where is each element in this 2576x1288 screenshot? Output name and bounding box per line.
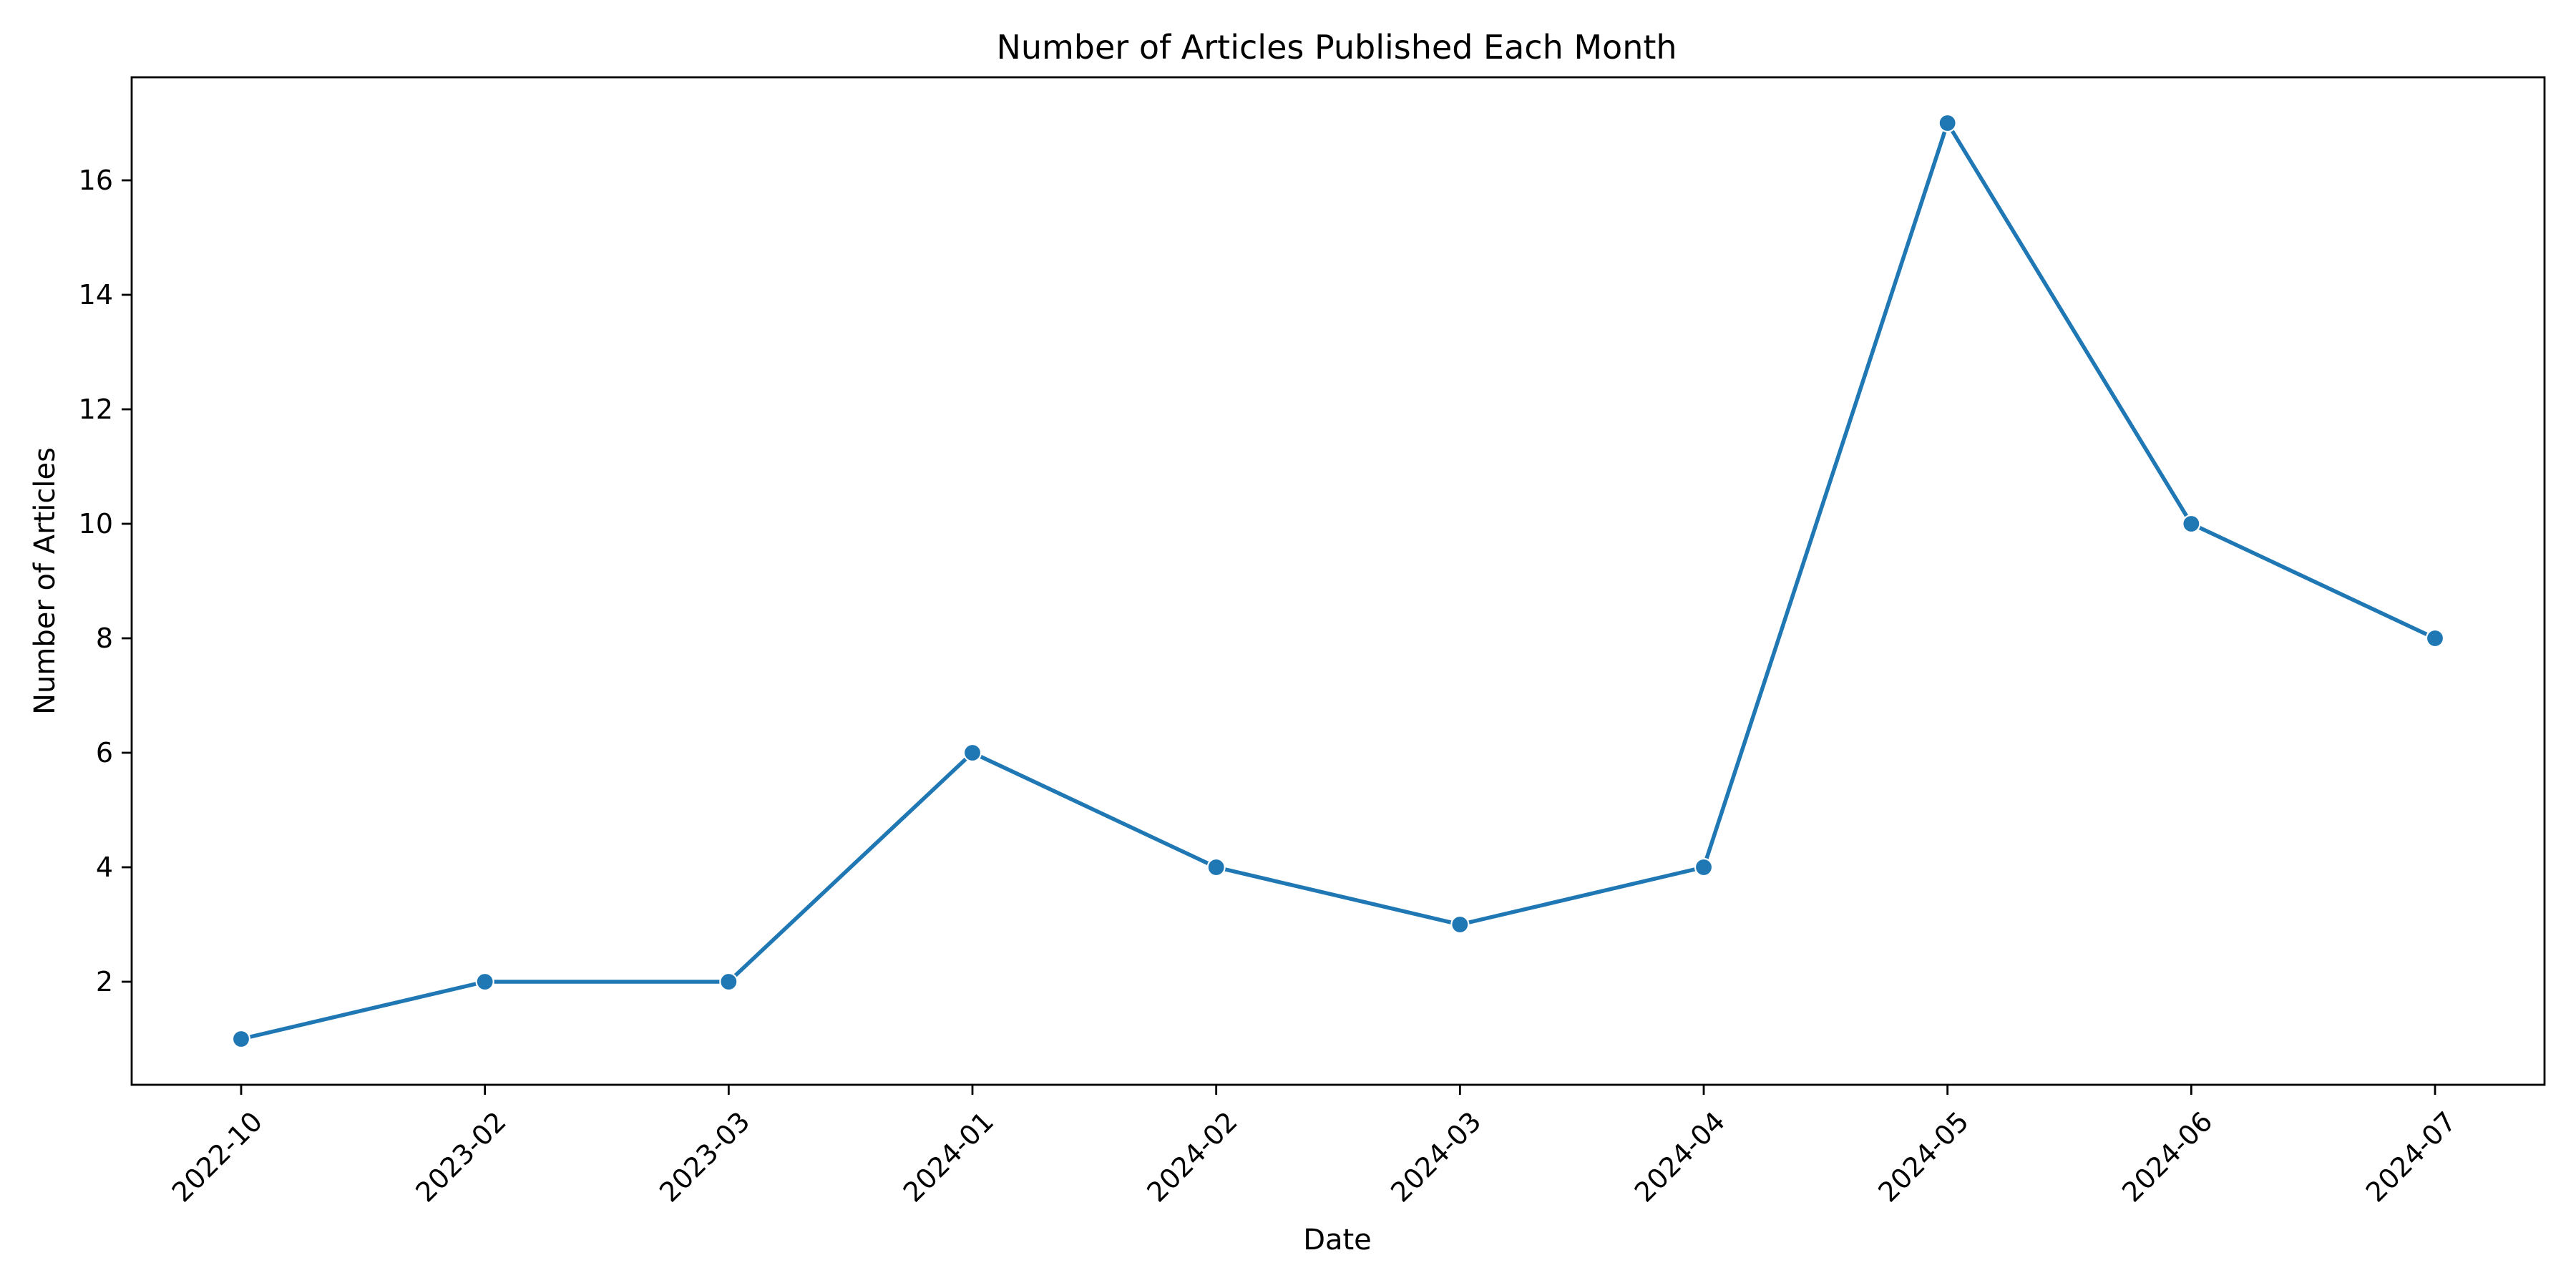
data-point: [962, 743, 982, 763]
data-point: [1450, 914, 1470, 935]
x-tick-label: 2024-06: [2116, 1106, 2218, 1208]
x-tick-label: 2024-05: [1872, 1106, 1974, 1208]
data-point: [2182, 514, 2201, 534]
chart-title: Number of Articles Published Each Month: [996, 28, 1677, 67]
x-tick-label: 2024-04: [1629, 1106, 1731, 1208]
x-tick-label: 2024-07: [2360, 1106, 2462, 1208]
y-tick-label: 4: [96, 852, 113, 883]
x-tick-label: 2024-03: [1385, 1106, 1487, 1208]
y-axis-label: Number of Articles: [29, 447, 62, 715]
series-group: [231, 113, 2445, 1049]
data-point: [231, 1029, 251, 1049]
data-point: [1206, 857, 1226, 877]
y-tick-label: 12: [79, 394, 113, 425]
data-point: [1938, 113, 1957, 133]
x-tick-label: 2024-02: [1141, 1106, 1243, 1208]
y-axis: 2 4 6 8 10 12 14 16: [79, 165, 132, 997]
plot-frame: [130, 76, 2546, 1086]
x-tick-label: 2023-02: [409, 1106, 512, 1208]
data-point: [475, 972, 494, 992]
x-tick-label: 2023-03: [653, 1106, 756, 1208]
series-line: [239, 121, 2437, 1041]
x-axis-label: Date: [1303, 1224, 1372, 1257]
y-tick-label: 6: [96, 737, 113, 769]
x-tick-label: 2022-10: [166, 1106, 268, 1208]
y-tick-label: 16: [79, 165, 113, 196]
x-tick-label: 2024-01: [897, 1106, 1000, 1208]
x-axis: 2022-10 2023-02 2023-03 2024-01 2024-02 2024-…: [166, 1085, 2462, 1208]
y-tick-label: 8: [96, 623, 113, 654]
y-tick-label: 2: [96, 966, 113, 997]
y-tick-label: 10: [79, 508, 113, 540]
data-point: [719, 972, 738, 992]
data-point: [1694, 857, 1714, 877]
y-tick-label: 14: [79, 279, 113, 311]
data-point: [2425, 628, 2445, 648]
